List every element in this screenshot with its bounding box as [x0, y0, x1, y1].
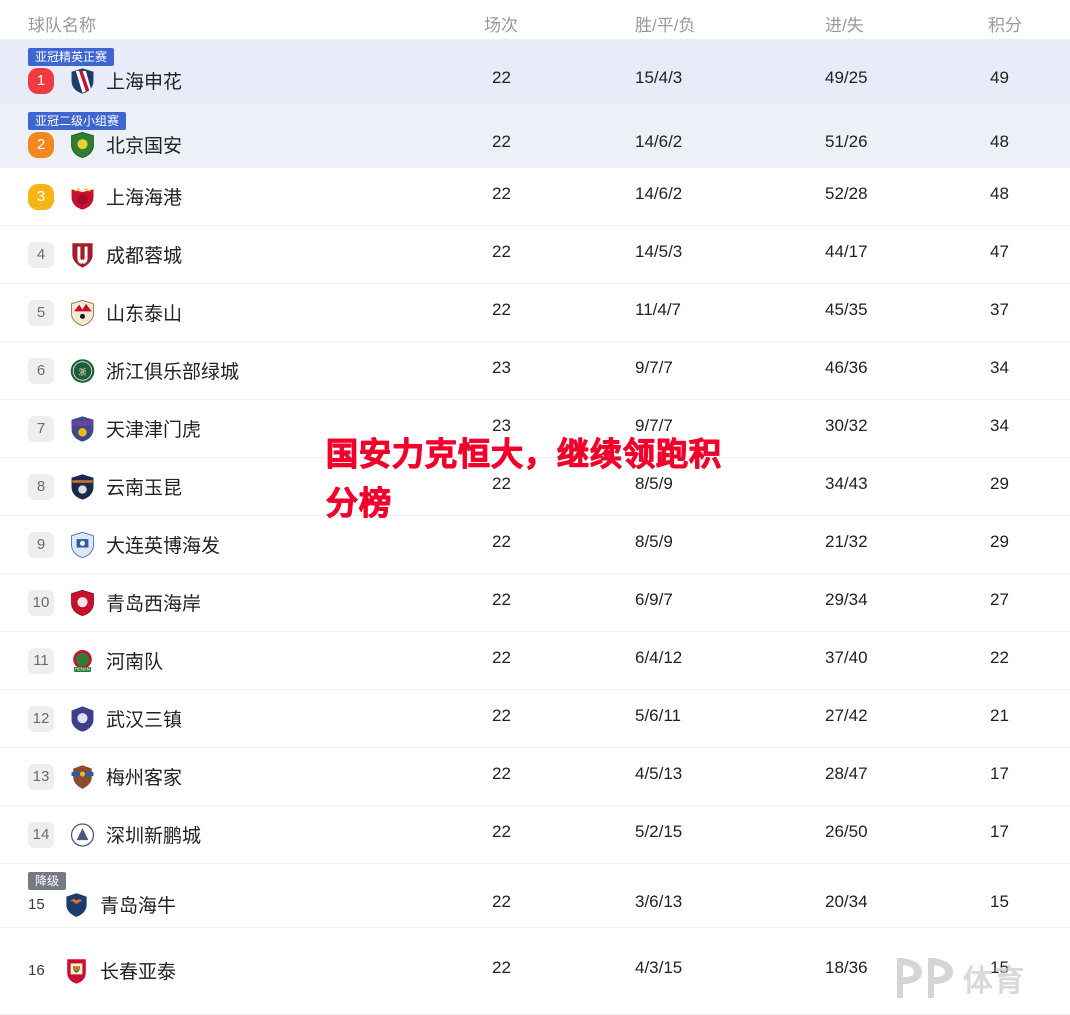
- svg-text:HENAN: HENAN: [75, 666, 90, 671]
- svg-text:浙: 浙: [79, 366, 87, 376]
